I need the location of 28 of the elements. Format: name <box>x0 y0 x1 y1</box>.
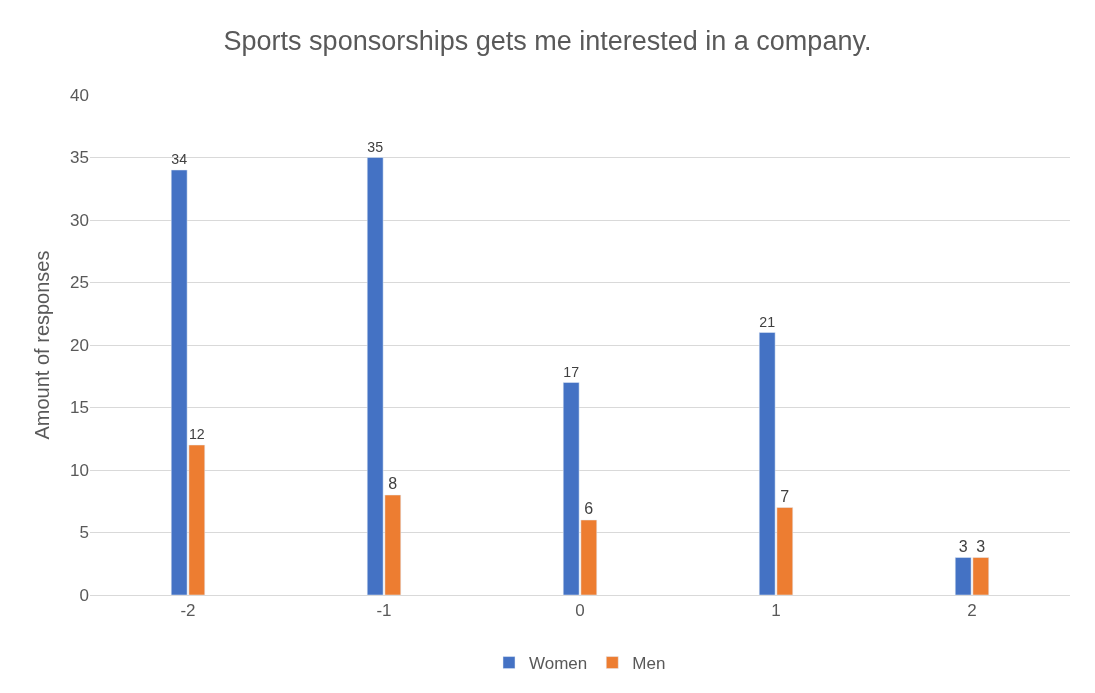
y-tick-label: 35 <box>70 148 89 168</box>
data-label: 21 <box>759 313 776 330</box>
data-label: 12 <box>188 426 205 443</box>
y-tick-label: 40 <box>70 85 89 105</box>
y-tick-label: 0 <box>79 585 89 605</box>
y-tick-label: 15 <box>70 398 89 418</box>
y-tick-label: 10 <box>70 460 89 480</box>
y-tick-label: 25 <box>70 273 89 293</box>
data-label: 6 <box>584 500 594 517</box>
y-tick-label: 5 <box>79 523 89 543</box>
data-label: 8 <box>388 475 398 492</box>
data-label: 34 <box>171 151 188 168</box>
x-tick-label: 1 <box>771 601 781 621</box>
legend-label: Men <box>632 654 666 674</box>
y-tick-label: 20 <box>70 335 89 355</box>
x-tick-label: 0 <box>575 601 585 621</box>
chart-title: Sports sponsorships gets me interested in a company. <box>223 26 872 57</box>
y-axis-title: Amount of responses <box>30 250 53 440</box>
data-label: 35 <box>367 138 384 155</box>
data-label: 7 <box>780 487 790 505</box>
x-tick-label: -1 <box>376 601 392 621</box>
legend-label: Women <box>529 654 588 674</box>
x-tick-label: 2 <box>967 601 977 621</box>
y-tick-label: 30 <box>70 210 89 230</box>
data-label: 17 <box>563 363 580 380</box>
x-tick-label: -2 <box>180 601 196 621</box>
data-label: 3 <box>976 537 986 555</box>
data-label: 3 <box>958 537 968 555</box>
